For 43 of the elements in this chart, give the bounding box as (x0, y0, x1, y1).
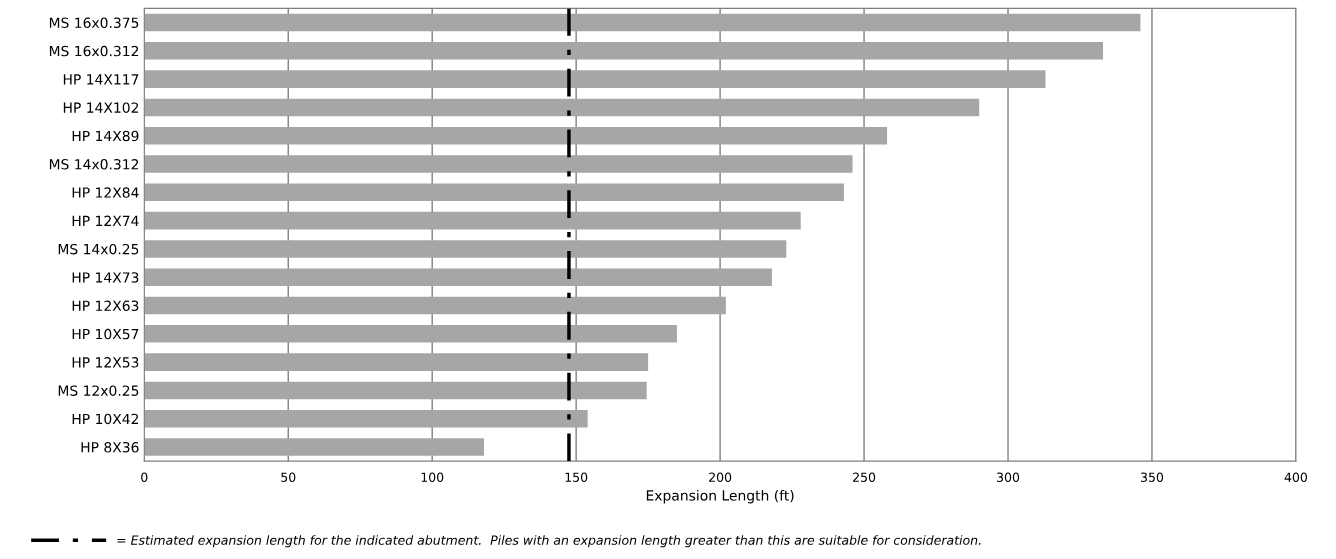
x-tick-label: 250 (853, 472, 876, 482)
y-tick-label: MS 16x0.375 (49, 17, 139, 29)
x-tick-label: 0 (141, 472, 148, 482)
y-tick-label: MS 12x0.25 (58, 385, 139, 396)
bar (144, 70, 1046, 88)
y-tick-label: HP 10X57 (72, 328, 139, 340)
bar (144, 98, 980, 117)
y-tick-label: HP 14X73 (72, 272, 139, 283)
bar (144, 353, 649, 371)
x-tick-label: 400 (1284, 472, 1308, 482)
y-tick-label: HP 14X117 (63, 74, 139, 85)
x-tick-label: 100 (421, 472, 444, 482)
bar (144, 409, 588, 428)
bar (144, 155, 853, 173)
y-tick-label: HP 12X53 (72, 357, 139, 368)
y-tick-label: HP 8X36 (81, 441, 139, 453)
y-tick-label: HP 14X89 (72, 130, 139, 142)
x-tick-label: 50 (281, 472, 296, 482)
y-tick-label: HP 12X63 (72, 300, 139, 311)
y-tick-label: HP 14X102 (63, 102, 139, 113)
bar (144, 438, 485, 456)
bar (144, 296, 726, 315)
x-tick-label: 350 (1140, 472, 1164, 482)
ref-line-label: = Estimated expansion length for the indicated abutment. Piles with an expansion length greater than this are suitable for consideration. (117, 535, 981, 548)
bar (144, 126, 888, 145)
bar (144, 183, 844, 202)
y-tick-label: MS 16x0.312 (49, 45, 139, 57)
bar (144, 211, 801, 230)
x-tick-label: 150 (565, 472, 588, 482)
bar (144, 13, 1141, 32)
y-tick-label: MS 14x0.25 (58, 243, 139, 255)
x-tick-label: 300 (997, 472, 1020, 482)
bar (144, 268, 772, 286)
y-tick-label: HP 12X74 (72, 215, 139, 226)
x-axis-title: Expansion Length (ft) (646, 489, 794, 504)
y-tick-label: HP 10X42 (72, 413, 139, 425)
bar (144, 240, 787, 258)
y-tick-label: MS 14x0.312 (49, 159, 139, 170)
y-tick-label: HP 12X84 (72, 187, 139, 198)
bar (144, 381, 647, 400)
x-tick-label: 200 (709, 472, 732, 482)
bar (144, 42, 1104, 60)
bar (144, 325, 677, 343)
